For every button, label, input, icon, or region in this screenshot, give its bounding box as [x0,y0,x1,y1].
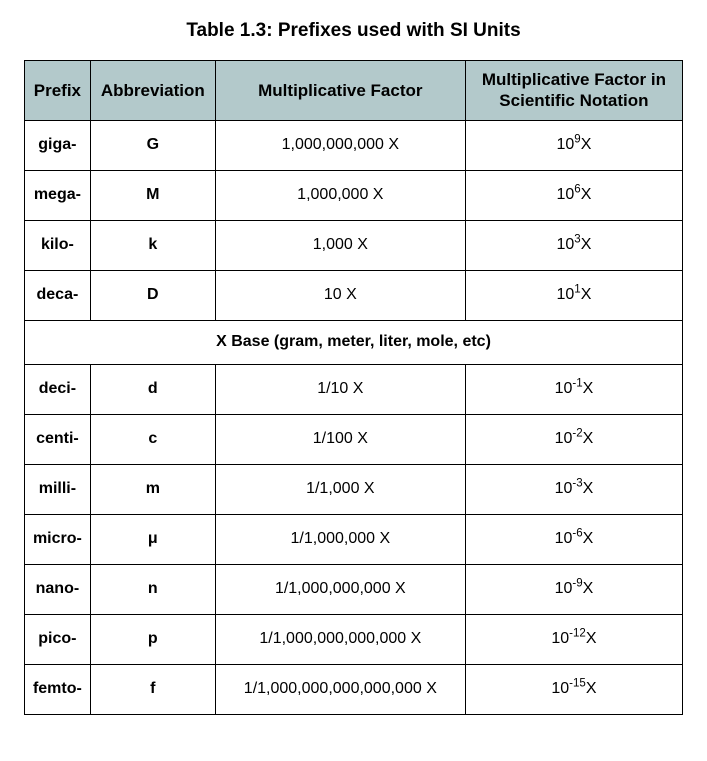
base-row: X Base (gram, meter, liter, mole, etc) [25,320,683,364]
table-row: nano-n1/1,000,000,000 X10-9X [25,564,683,614]
abbrev-cell: G [90,120,215,170]
table-row: giga-G1,000,000,000 X109X [25,120,683,170]
table-row: pico-p1/1,000,000,000,000 X10-12X [25,614,683,664]
base-row-cell: X Base (gram, meter, liter, mole, etc) [25,320,683,364]
sci-cell: 10-1X [465,364,682,414]
table-title: Table 1.3: Prefixes used with SI Units [24,20,683,42]
table-row: kilo-k1,000 X103X [25,220,683,270]
factor-cell: 1,000,000 X [215,170,465,220]
prefix-cell: centi- [25,414,91,464]
table-row: micro-μ1/1,000,000 X10-6X [25,514,683,564]
abbrev-cell: μ [90,514,215,564]
prefix-cell: pico- [25,614,91,664]
abbrev-cell: d [90,364,215,414]
table-row: deci-d1/10 X10-1X [25,364,683,414]
abbrev-cell: m [90,464,215,514]
abbrev-cell: f [90,664,215,714]
col-header-factor: Multiplicative Factor [215,61,465,121]
factor-cell: 1/1,000 X [215,464,465,514]
col-header-prefix: Prefix [25,61,91,121]
prefix-cell: milli- [25,464,91,514]
factor-cell: 1,000,000,000 X [215,120,465,170]
sci-cell: 10-9X [465,564,682,614]
abbrev-cell: D [90,270,215,320]
sci-cell: 106X [465,170,682,220]
sci-cell: 10-12X [465,614,682,664]
abbrev-cell: n [90,564,215,614]
factor-cell: 1/10 X [215,364,465,414]
abbrev-cell: M [90,170,215,220]
sci-cell: 109X [465,120,682,170]
col-header-sci: Multiplicative Factor in Scientific Nota… [465,61,682,121]
prefix-cell: micro- [25,514,91,564]
factor-cell: 1/1,000,000,000 X [215,564,465,614]
table-row: femto-f1/1,000,000,000,000,000 X10-15X [25,664,683,714]
header-row: Prefix Abbreviation Multiplicative Facto… [25,61,683,121]
abbrev-cell: k [90,220,215,270]
sci-cell: 10-2X [465,414,682,464]
factor-cell: 1/1,000,000,000,000,000 X [215,664,465,714]
factor-cell: 10 X [215,270,465,320]
prefix-cell: giga- [25,120,91,170]
abbrev-cell: p [90,614,215,664]
prefix-cell: kilo- [25,220,91,270]
sci-cell: 10-6X [465,514,682,564]
col-header-abbrev: Abbreviation [90,61,215,121]
prefix-cell: deci- [25,364,91,414]
table-row: deca-D10 X101X [25,270,683,320]
factor-cell: 1/100 X [215,414,465,464]
factor-cell: 1/1,000,000 X [215,514,465,564]
table-row: milli-m1/1,000 X10-3X [25,464,683,514]
sci-cell: 10-3X [465,464,682,514]
factor-cell: 1,000 X [215,220,465,270]
factor-cell: 1/1,000,000,000,000 X [215,614,465,664]
prefix-cell: nano- [25,564,91,614]
prefix-cell: femto- [25,664,91,714]
table-row: centi-c1/100 X10-2X [25,414,683,464]
sci-cell: 10-15X [465,664,682,714]
si-prefix-table: Prefix Abbreviation Multiplicative Facto… [24,60,683,715]
sci-cell: 101X [465,270,682,320]
prefix-cell: mega- [25,170,91,220]
table-row: mega-M1,000,000 X106X [25,170,683,220]
abbrev-cell: c [90,414,215,464]
prefix-cell: deca- [25,270,91,320]
sci-cell: 103X [465,220,682,270]
